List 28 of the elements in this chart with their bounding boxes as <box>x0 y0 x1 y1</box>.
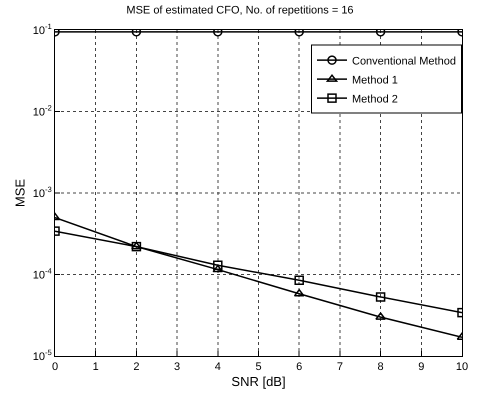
x-tick-label: 9 <box>418 361 424 374</box>
x-tick-label: 1 <box>92 361 99 374</box>
point <box>131 242 142 250</box>
y-tick-label: 10$^{-5}$ <box>32 348 52 363</box>
point <box>132 242 142 252</box>
y-axis-title: MSE <box>12 178 28 208</box>
point <box>294 276 304 285</box>
x-tick-label: 2 <box>133 361 140 374</box>
point <box>213 260 223 270</box>
x-tick-label: 5 <box>255 361 262 374</box>
x-tick-label: 10 <box>456 361 468 374</box>
x-tick-label: 3 <box>174 361 180 374</box>
x-tick-label: 7 <box>336 361 343 374</box>
y-tick-label: 10$^{-1}$ <box>32 22 52 37</box>
x-tick-label: 4 <box>214 361 221 374</box>
x-axis-title: SNR [dB] <box>231 374 286 389</box>
x-tick-label: 8 <box>378 361 384 374</box>
y-tick-label: 10$^{-3}$ <box>32 185 52 200</box>
legend-label: Method 2 <box>352 93 398 106</box>
point <box>375 312 386 320</box>
legend-label: Conventional Method <box>352 55 456 68</box>
y-tick-label: 10$^{-2}$ <box>32 104 52 118</box>
chart-title: MSE of estimated CFO, No. of repetitions = 16 <box>126 4 354 17</box>
x-tick-label: 0 <box>52 361 58 374</box>
point <box>376 292 386 302</box>
y-tick-label: 10$^{-4}$ <box>32 266 53 282</box>
legend-label: Method 1 <box>352 74 398 86</box>
x-tick-label: 6 <box>296 361 302 374</box>
